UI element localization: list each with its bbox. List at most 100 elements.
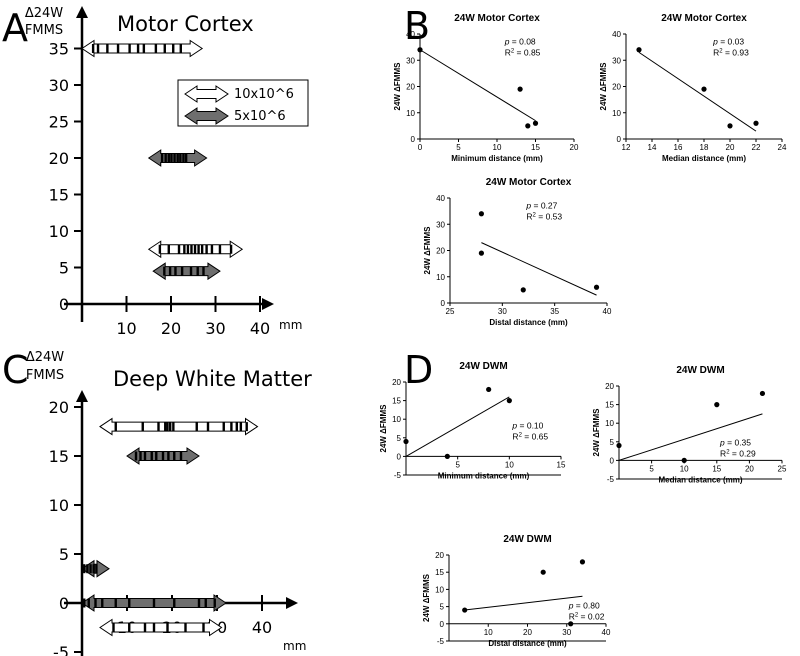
x-tick-label-30: 30 [205, 319, 225, 338]
y-tick-label--5: -5 [607, 475, 615, 484]
x-tick-label-10: 10 [116, 319, 136, 338]
x-tick-label-15: 15 [712, 464, 721, 473]
y-tick-label--5: -5 [53, 643, 69, 656]
range-arrow-3-stripe-6 [152, 598, 156, 608]
range-arrow-0-stripe-13 [245, 422, 248, 432]
range-arrow-1-stripe-6 [179, 153, 182, 163]
range-arrow-4-stripe-1 [128, 623, 131, 632]
panel-a-range-chart: Motor Cortex Δ24W FMMS mm 0 5 10 15 20 25 30 35… [25, 6, 309, 338]
p-value-text: p = 0.27 [525, 201, 557, 211]
range-arrow-2-stripe-8 [200, 244, 204, 254]
range-arrow-2-stripe-4 [95, 564, 98, 574]
range-arrow-2-stripe-4 [186, 244, 190, 254]
range-arrow-1-stripe-5 [161, 451, 165, 461]
legend-label-hollow: 10x10^6 [234, 87, 294, 102]
data-point-2 [520, 287, 526, 293]
range-arrow-1-stripe-0 [160, 153, 164, 163]
x-axis-arrowhead [286, 597, 298, 609]
panel-a-title: Motor Cortex [117, 12, 254, 36]
fit-line [618, 413, 763, 461]
data-point-0 [616, 442, 622, 449]
y-tick-label-20: 20 [406, 83, 415, 92]
y-tick-label-40: 40 [436, 194, 445, 203]
r-symbol: R [720, 449, 726, 459]
panel-c-ylabel-line2: FMMS [26, 368, 64, 383]
y-tick-label-25: 25 [49, 113, 69, 132]
data-point-2 [486, 386, 492, 393]
p-symbol: p [511, 421, 517, 431]
x-tick-label-10: 10 [505, 460, 514, 469]
x-tick-label-5: 5 [649, 464, 654, 473]
y-tick-label-5: 5 [610, 438, 615, 447]
range-arrow-3 [81, 594, 227, 612]
x-tick-label-10: 10 [484, 628, 493, 637]
y-tick-label-5: 5 [397, 434, 402, 443]
range-arrow-3-stripe-9 [204, 598, 207, 608]
r2-superscript: 2 [511, 49, 515, 55]
x-axis-label: Distal distance (mm) [489, 318, 568, 327]
range-arrow-0-stripe-7 [154, 44, 158, 53]
y-tick-label-0: 0 [441, 299, 446, 308]
r2-value: = 0.85 [514, 48, 541, 58]
range-arrow-0-stripe-12 [239, 422, 243, 432]
y-tick-label-0: 0 [397, 452, 402, 461]
panel-b-scatter-median: 0 10 20 30 40 12 14 16 18 20 22 24 24W Motor Cortex M… [599, 13, 787, 163]
range-arrow-3-stripe-0 [83, 598, 86, 608]
data-point-2 [525, 123, 531, 129]
data-point-3 [753, 120, 759, 126]
scatter-title: 24W Motor Cortex [486, 177, 572, 188]
range-arrow-3 [152, 262, 221, 281]
x-axis-label: Minimum distance (mm) [451, 154, 543, 163]
y-tick-label-15: 15 [392, 397, 401, 406]
x-tick-label-20: 20 [726, 143, 735, 152]
panel-a-legend: 10x10^6 5x10^6 [177, 79, 309, 127]
y-axis-label: 24W ΔFMMS [599, 62, 608, 111]
y-axis-arrowhead [76, 6, 88, 18]
x-axis-label: Distal distance (mm) [488, 639, 567, 648]
range-arrow-4-stripe-6 [202, 623, 205, 632]
y-axis-label: 24W ΔFMMS [592, 408, 601, 457]
range-arrow-0-stripe-9 [222, 422, 225, 432]
panel-letter-b: B [404, 4, 430, 48]
data-point-0 [478, 211, 484, 217]
y-tick-label-5: 5 [59, 545, 69, 564]
y-tick-label-15: 15 [435, 568, 444, 577]
r2-value: = 0.65 [522, 432, 549, 442]
y-tick-label-20: 20 [392, 378, 401, 387]
range-arrow-2-stripe-2 [89, 564, 92, 574]
range-arrow-3-stripe-3 [101, 598, 104, 608]
panel-a-ylabel-line2: FMMS [25, 23, 63, 38]
panel-a-axes: 0 5 10 15 20 25 30 35 10 20 30 40 [49, 6, 274, 338]
panel-d-scatter-minimum: -5 0 5 10 15 20 5 10 15 24W DWM Minimum distance (… [379, 361, 566, 480]
x-tick-label-5: 5 [456, 143, 461, 152]
legend-filled-arrow-shape [184, 107, 229, 125]
y-axis-label: 24W ΔFMMS [379, 404, 388, 453]
r2-value: = 0.53 [536, 212, 563, 222]
range-arrow-0-stripe-0 [91, 44, 95, 53]
range-arrow-3-stripe-2 [94, 598, 97, 608]
range-arrow-1-stripe-1 [139, 451, 142, 461]
x-tick-label-20: 20 [745, 464, 754, 473]
y-tick-label-10: 10 [436, 273, 445, 282]
panel-c-ylabel-line1: Δ24W [26, 350, 64, 365]
range-arrow-1-stripe-5 [176, 153, 179, 163]
data-point-0 [417, 47, 423, 53]
range-arrow-0-stripe-6 [142, 44, 146, 53]
range-arrow-0-stripe-1 [141, 422, 144, 432]
range-arrow-2-stripe-6 [193, 244, 197, 254]
r2-superscript: 2 [519, 433, 523, 439]
r2-superscript: 2 [533, 213, 537, 219]
range-arrow-0-stripe-5 [136, 44, 140, 53]
y-tick-label-10: 10 [392, 415, 401, 424]
x-tick-label-14: 14 [648, 143, 657, 152]
r2-text: R2 = 0.29 [720, 449, 756, 459]
r2-text: R2 = 0.65 [512, 432, 548, 442]
r2-superscript: 2 [726, 450, 730, 456]
data-point-3 [532, 120, 539, 126]
y-tick-label-15: 15 [605, 401, 614, 410]
data-point-1 [444, 453, 450, 459]
y-tick-label-0: 0 [617, 135, 622, 144]
data-point-1 [681, 457, 687, 463]
panel-letter-d: D [404, 348, 433, 392]
data-point-0 [636, 47, 642, 53]
